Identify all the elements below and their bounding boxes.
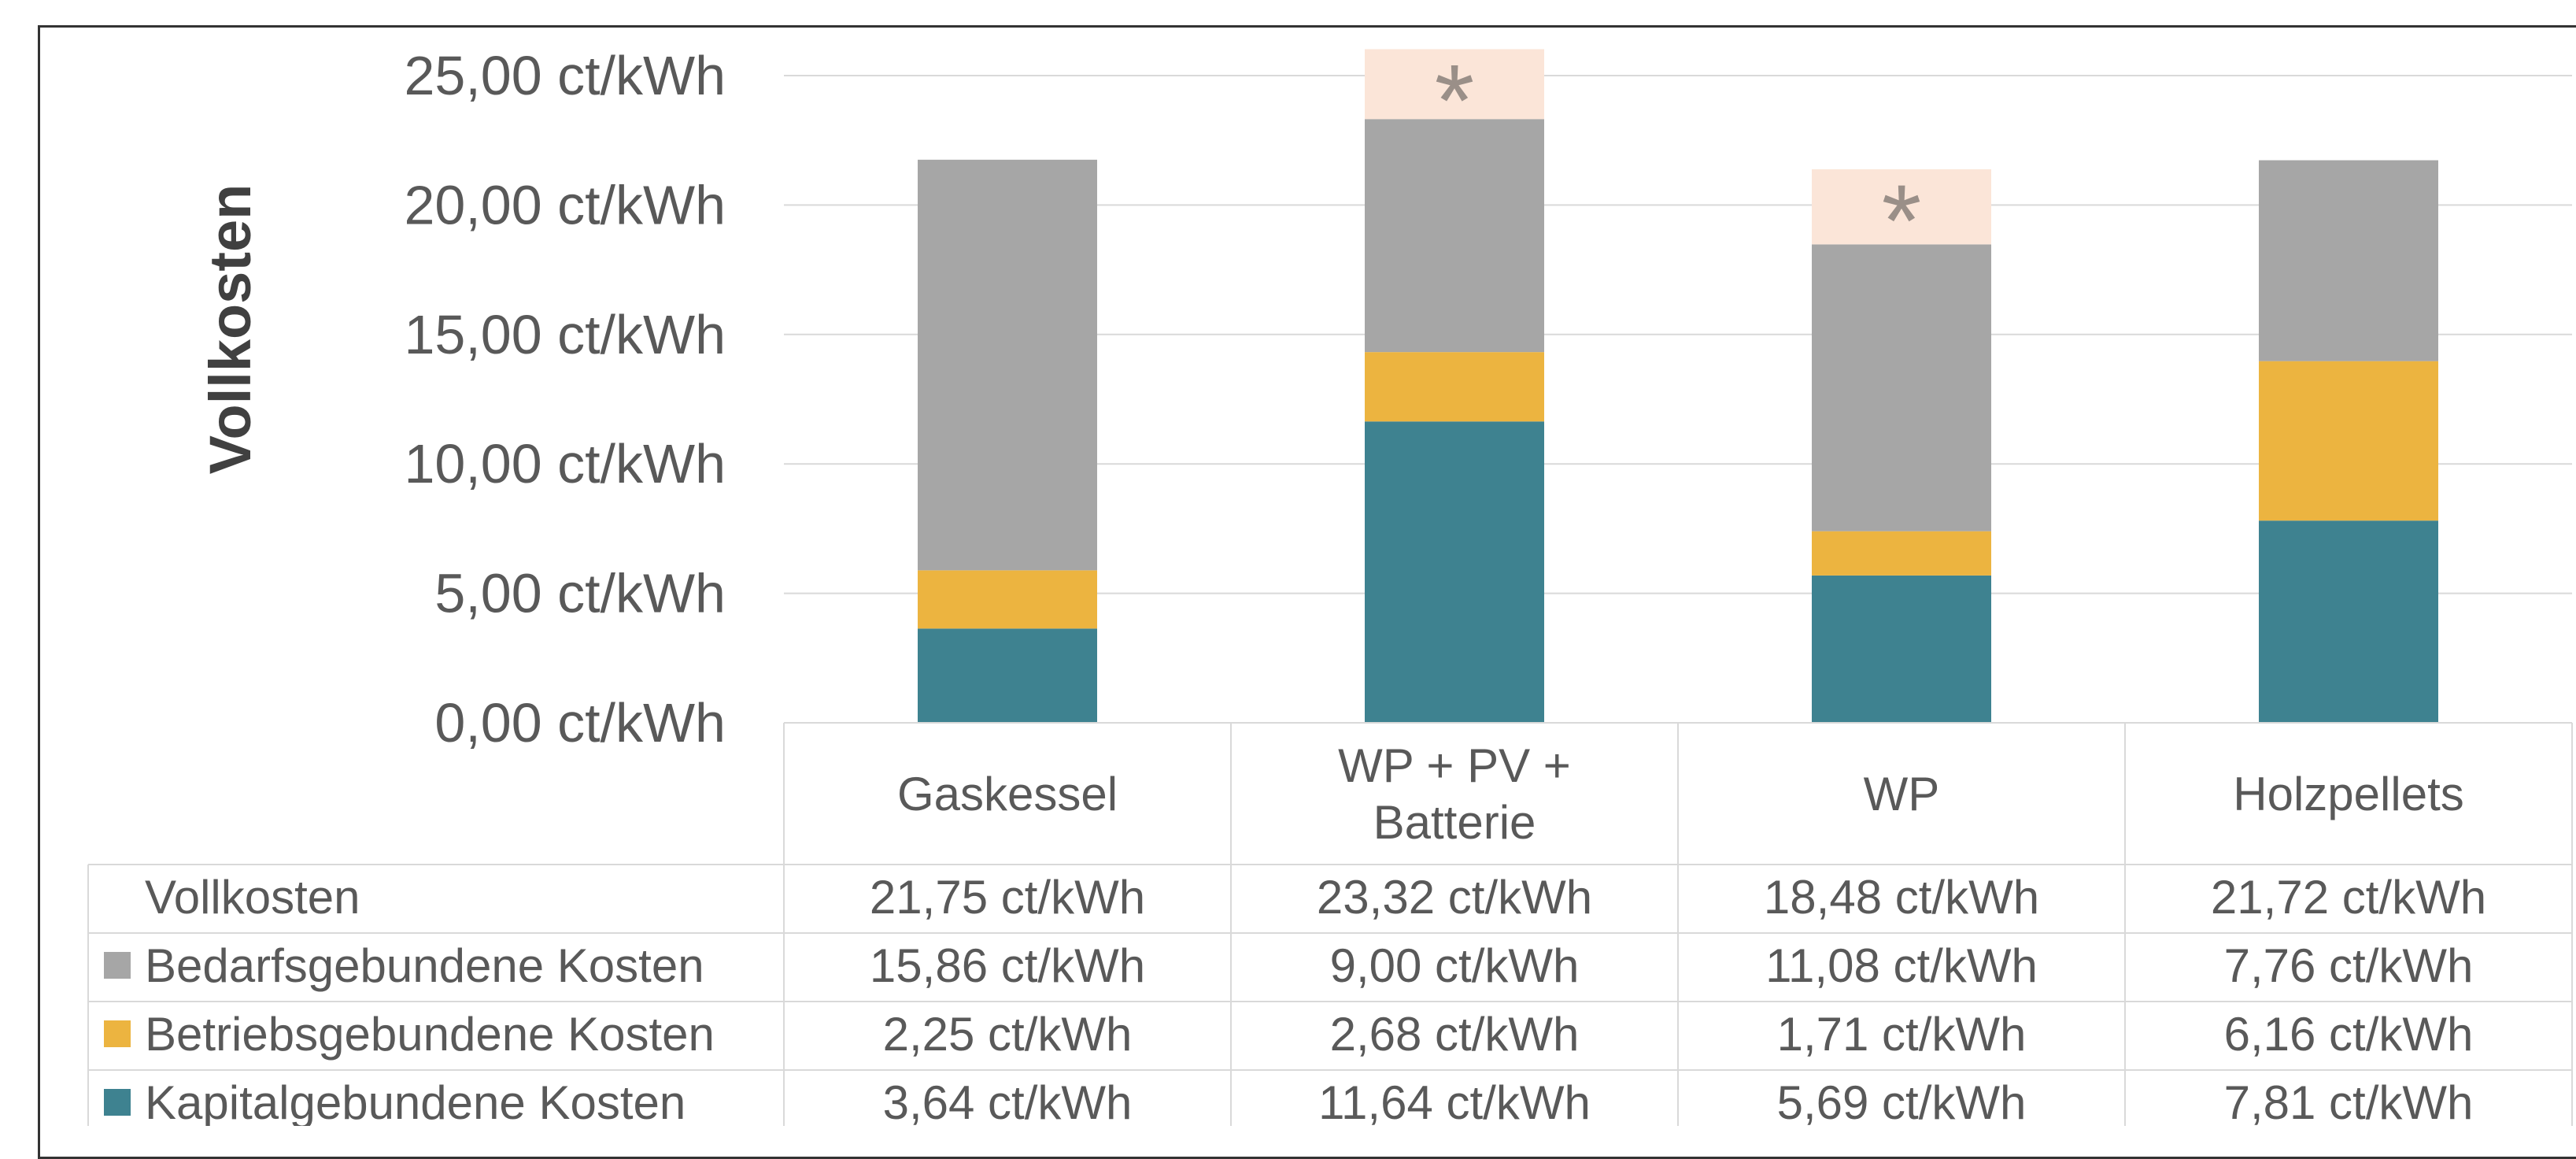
legend-swatch	[104, 1020, 131, 1047]
legend-swatch	[104, 952, 131, 979]
bar-segment	[2259, 361, 2438, 521]
category-label: WP	[1864, 768, 1940, 820]
table-cell: 11,08 ct/kWh	[1765, 939, 2038, 992]
table-cell: 5,69 ct/kWh	[1777, 1076, 2027, 1126]
table-cell: 3,64 ct/kWh	[883, 1076, 1133, 1126]
y-tick-label: 15,00 ct/kWh	[404, 304, 726, 365]
table-cell: 7,76 ct/kWh	[2224, 939, 2474, 992]
table-row-label: Vollkosten	[145, 871, 360, 924]
y-tick-label: 20,00 ct/kWh	[404, 174, 726, 235]
table-cell: 18,48 ct/kWh	[1764, 871, 2039, 924]
bar-segment	[1365, 119, 1544, 353]
table-row-label: Betriebsgebundene Kosten	[145, 1008, 715, 1061]
table-row-label: Bedarfsgebundene Kosten	[145, 939, 704, 992]
bar-segment	[918, 570, 1097, 629]
table-cell: 23,32 ct/kWh	[1317, 871, 1592, 924]
stacked-bar-chart: 0,00 ct/kWh 5,00 ct/kWh 10,00 ct/kWh 15,00 …	[87, 43, 2573, 1126]
y-tick-label: 5,00 ct/kWh	[434, 563, 726, 624]
bar-extra-segment	[1365, 49, 1544, 120]
bar-segment	[1365, 421, 1544, 723]
y-axis-title: Vollkosten	[198, 184, 263, 475]
chart-frame	[38, 25, 2576, 1159]
table-cell: 11,64 ct/kWh	[1318, 1076, 1591, 1126]
legend-swatch	[104, 1089, 131, 1116]
bar-segment	[1812, 244, 1991, 531]
bar-segment	[1365, 352, 1544, 422]
y-tick-label: 25,00 ct/kWh	[404, 45, 726, 106]
asterisk-marker: *	[1882, 163, 1922, 278]
table-cell: 1,71 ct/kWh	[1777, 1008, 2027, 1061]
bar-segment	[1812, 575, 1991, 723]
bar-segment	[918, 159, 1097, 571]
bar-segment	[1812, 531, 1991, 576]
table-cell: 7,81 ct/kWh	[2224, 1076, 2474, 1126]
category-label: Gaskessel	[897, 768, 1118, 820]
table-cell: 9,00 ct/kWh	[1330, 939, 1580, 992]
table-cell: 2,25 ct/kWh	[883, 1008, 1133, 1061]
bar-segment	[2259, 160, 2438, 361]
category-label: Batterie	[1373, 796, 1536, 849]
bar-segment	[2259, 520, 2438, 723]
y-tick-label: 0,00 ct/kWh	[434, 692, 726, 754]
table-row-label: Kapitalgebundene Kosten	[145, 1076, 686, 1126]
y-tick-label: 10,00 ct/kWh	[404, 433, 726, 494]
table-cell: 2,68 ct/kWh	[1330, 1008, 1580, 1061]
table-cell: 21,72 ct/kWh	[2211, 871, 2486, 924]
bar-extra-segment	[1812, 169, 1991, 245]
table-cell: 6,16 ct/kWh	[2224, 1008, 2474, 1061]
table-cell: 15,86 ct/kWh	[870, 939, 1145, 992]
category-label: WP + PV +	[1338, 739, 1571, 792]
table-cell: 21,75 ct/kWh	[870, 871, 1145, 924]
asterisk-marker: *	[1435, 43, 1475, 157]
bar-segment	[918, 628, 1097, 723]
category-label: Holzpellets	[2233, 768, 2463, 820]
